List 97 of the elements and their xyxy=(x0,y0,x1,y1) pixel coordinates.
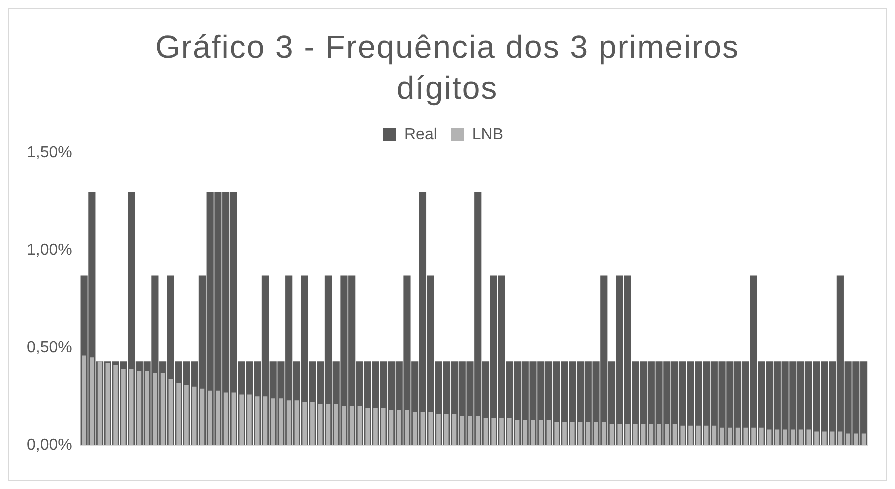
y-tick-label: 1,50% xyxy=(26,144,72,162)
bar xyxy=(302,402,308,446)
bar xyxy=(381,408,386,446)
bar xyxy=(168,379,174,446)
bar xyxy=(846,434,850,446)
bar xyxy=(374,408,378,446)
bar xyxy=(294,400,300,446)
bar xyxy=(633,424,638,446)
bar xyxy=(160,373,166,446)
bar xyxy=(397,410,402,446)
bar xyxy=(578,422,583,446)
bar xyxy=(255,396,260,446)
bar xyxy=(586,422,591,446)
bar xyxy=(358,406,362,446)
bar xyxy=(664,424,670,446)
bar xyxy=(129,369,134,446)
bar xyxy=(672,424,678,446)
y-tick-label: 0,00% xyxy=(26,436,72,454)
bar xyxy=(366,408,370,446)
legend-label: LNB xyxy=(472,126,504,144)
bar xyxy=(342,406,346,446)
bar xyxy=(854,434,858,446)
bar xyxy=(783,430,788,446)
bar xyxy=(326,404,331,446)
bar xyxy=(862,434,866,446)
chart-title: Gráfico 3 - Frequência dos 3 primeiros dígitos xyxy=(154,28,740,108)
bar xyxy=(122,369,126,446)
bar xyxy=(248,394,252,446)
bar xyxy=(232,392,236,446)
bar xyxy=(460,416,465,446)
bar xyxy=(523,420,528,446)
bar xyxy=(436,414,441,446)
bar xyxy=(90,358,94,446)
bar xyxy=(814,432,819,446)
bar xyxy=(200,388,205,446)
bar xyxy=(484,418,488,446)
bar xyxy=(184,384,189,446)
bar xyxy=(602,422,606,446)
bar xyxy=(752,428,756,446)
bar xyxy=(626,424,630,446)
bar xyxy=(720,428,724,446)
bar xyxy=(500,418,504,446)
bar xyxy=(153,373,158,446)
bar xyxy=(271,398,276,446)
bar xyxy=(515,420,520,446)
bar xyxy=(444,414,449,446)
y-tick-label: 1,00% xyxy=(26,242,72,259)
bar xyxy=(696,426,701,446)
bar xyxy=(649,424,654,446)
y-tick-label: 0,50% xyxy=(26,339,72,356)
legend-label: Real xyxy=(404,126,438,144)
bar xyxy=(263,396,268,446)
bar xyxy=(468,416,472,446)
bar xyxy=(712,426,717,446)
bar xyxy=(657,424,662,446)
bar xyxy=(82,356,86,446)
bar xyxy=(137,371,142,446)
bar xyxy=(334,404,339,446)
bar xyxy=(428,412,434,446)
bar xyxy=(507,418,512,446)
bar xyxy=(546,420,552,446)
bar xyxy=(476,416,480,446)
bar xyxy=(538,420,544,446)
bar xyxy=(145,371,150,446)
bar xyxy=(554,422,560,446)
bar xyxy=(680,426,686,446)
bar xyxy=(704,426,709,446)
bar xyxy=(412,412,418,446)
bar xyxy=(728,428,732,446)
bar xyxy=(688,426,693,446)
bar xyxy=(492,418,496,446)
bar xyxy=(420,412,426,446)
bar xyxy=(224,392,228,446)
bar xyxy=(310,402,315,446)
bar xyxy=(318,404,323,446)
bar xyxy=(452,414,457,446)
bar xyxy=(279,398,284,446)
bar xyxy=(350,406,354,446)
bar xyxy=(760,428,764,446)
bar xyxy=(594,422,598,446)
bar xyxy=(610,424,614,446)
bar xyxy=(114,365,118,446)
bar xyxy=(641,424,646,446)
bar xyxy=(618,424,622,446)
bar xyxy=(389,410,394,446)
bar xyxy=(286,400,292,446)
bar xyxy=(531,420,536,446)
bar xyxy=(176,383,181,446)
bar xyxy=(822,432,827,446)
bar xyxy=(208,390,212,446)
bar xyxy=(405,410,410,446)
bar xyxy=(570,422,575,446)
bar xyxy=(216,390,220,446)
bar xyxy=(192,386,197,446)
bar xyxy=(562,422,567,446)
bar xyxy=(791,430,796,446)
bar xyxy=(240,394,244,446)
